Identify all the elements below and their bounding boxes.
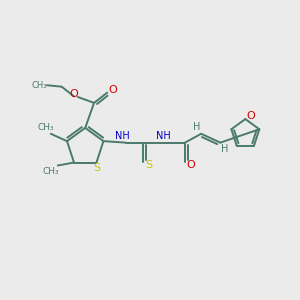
Text: S: S [94,163,100,173]
Text: H: H [221,144,228,154]
Text: NH: NH [156,131,171,141]
Text: O: O [70,89,78,99]
Text: O: O [108,85,117,95]
Text: H: H [193,122,200,132]
Text: O: O [187,160,195,170]
Text: CH₃: CH₃ [37,123,54,132]
Text: CH₃: CH₃ [32,81,47,90]
Text: S: S [146,160,153,170]
Text: NH: NH [115,131,130,141]
Text: CH₃: CH₃ [43,167,60,176]
Text: O: O [246,111,255,121]
